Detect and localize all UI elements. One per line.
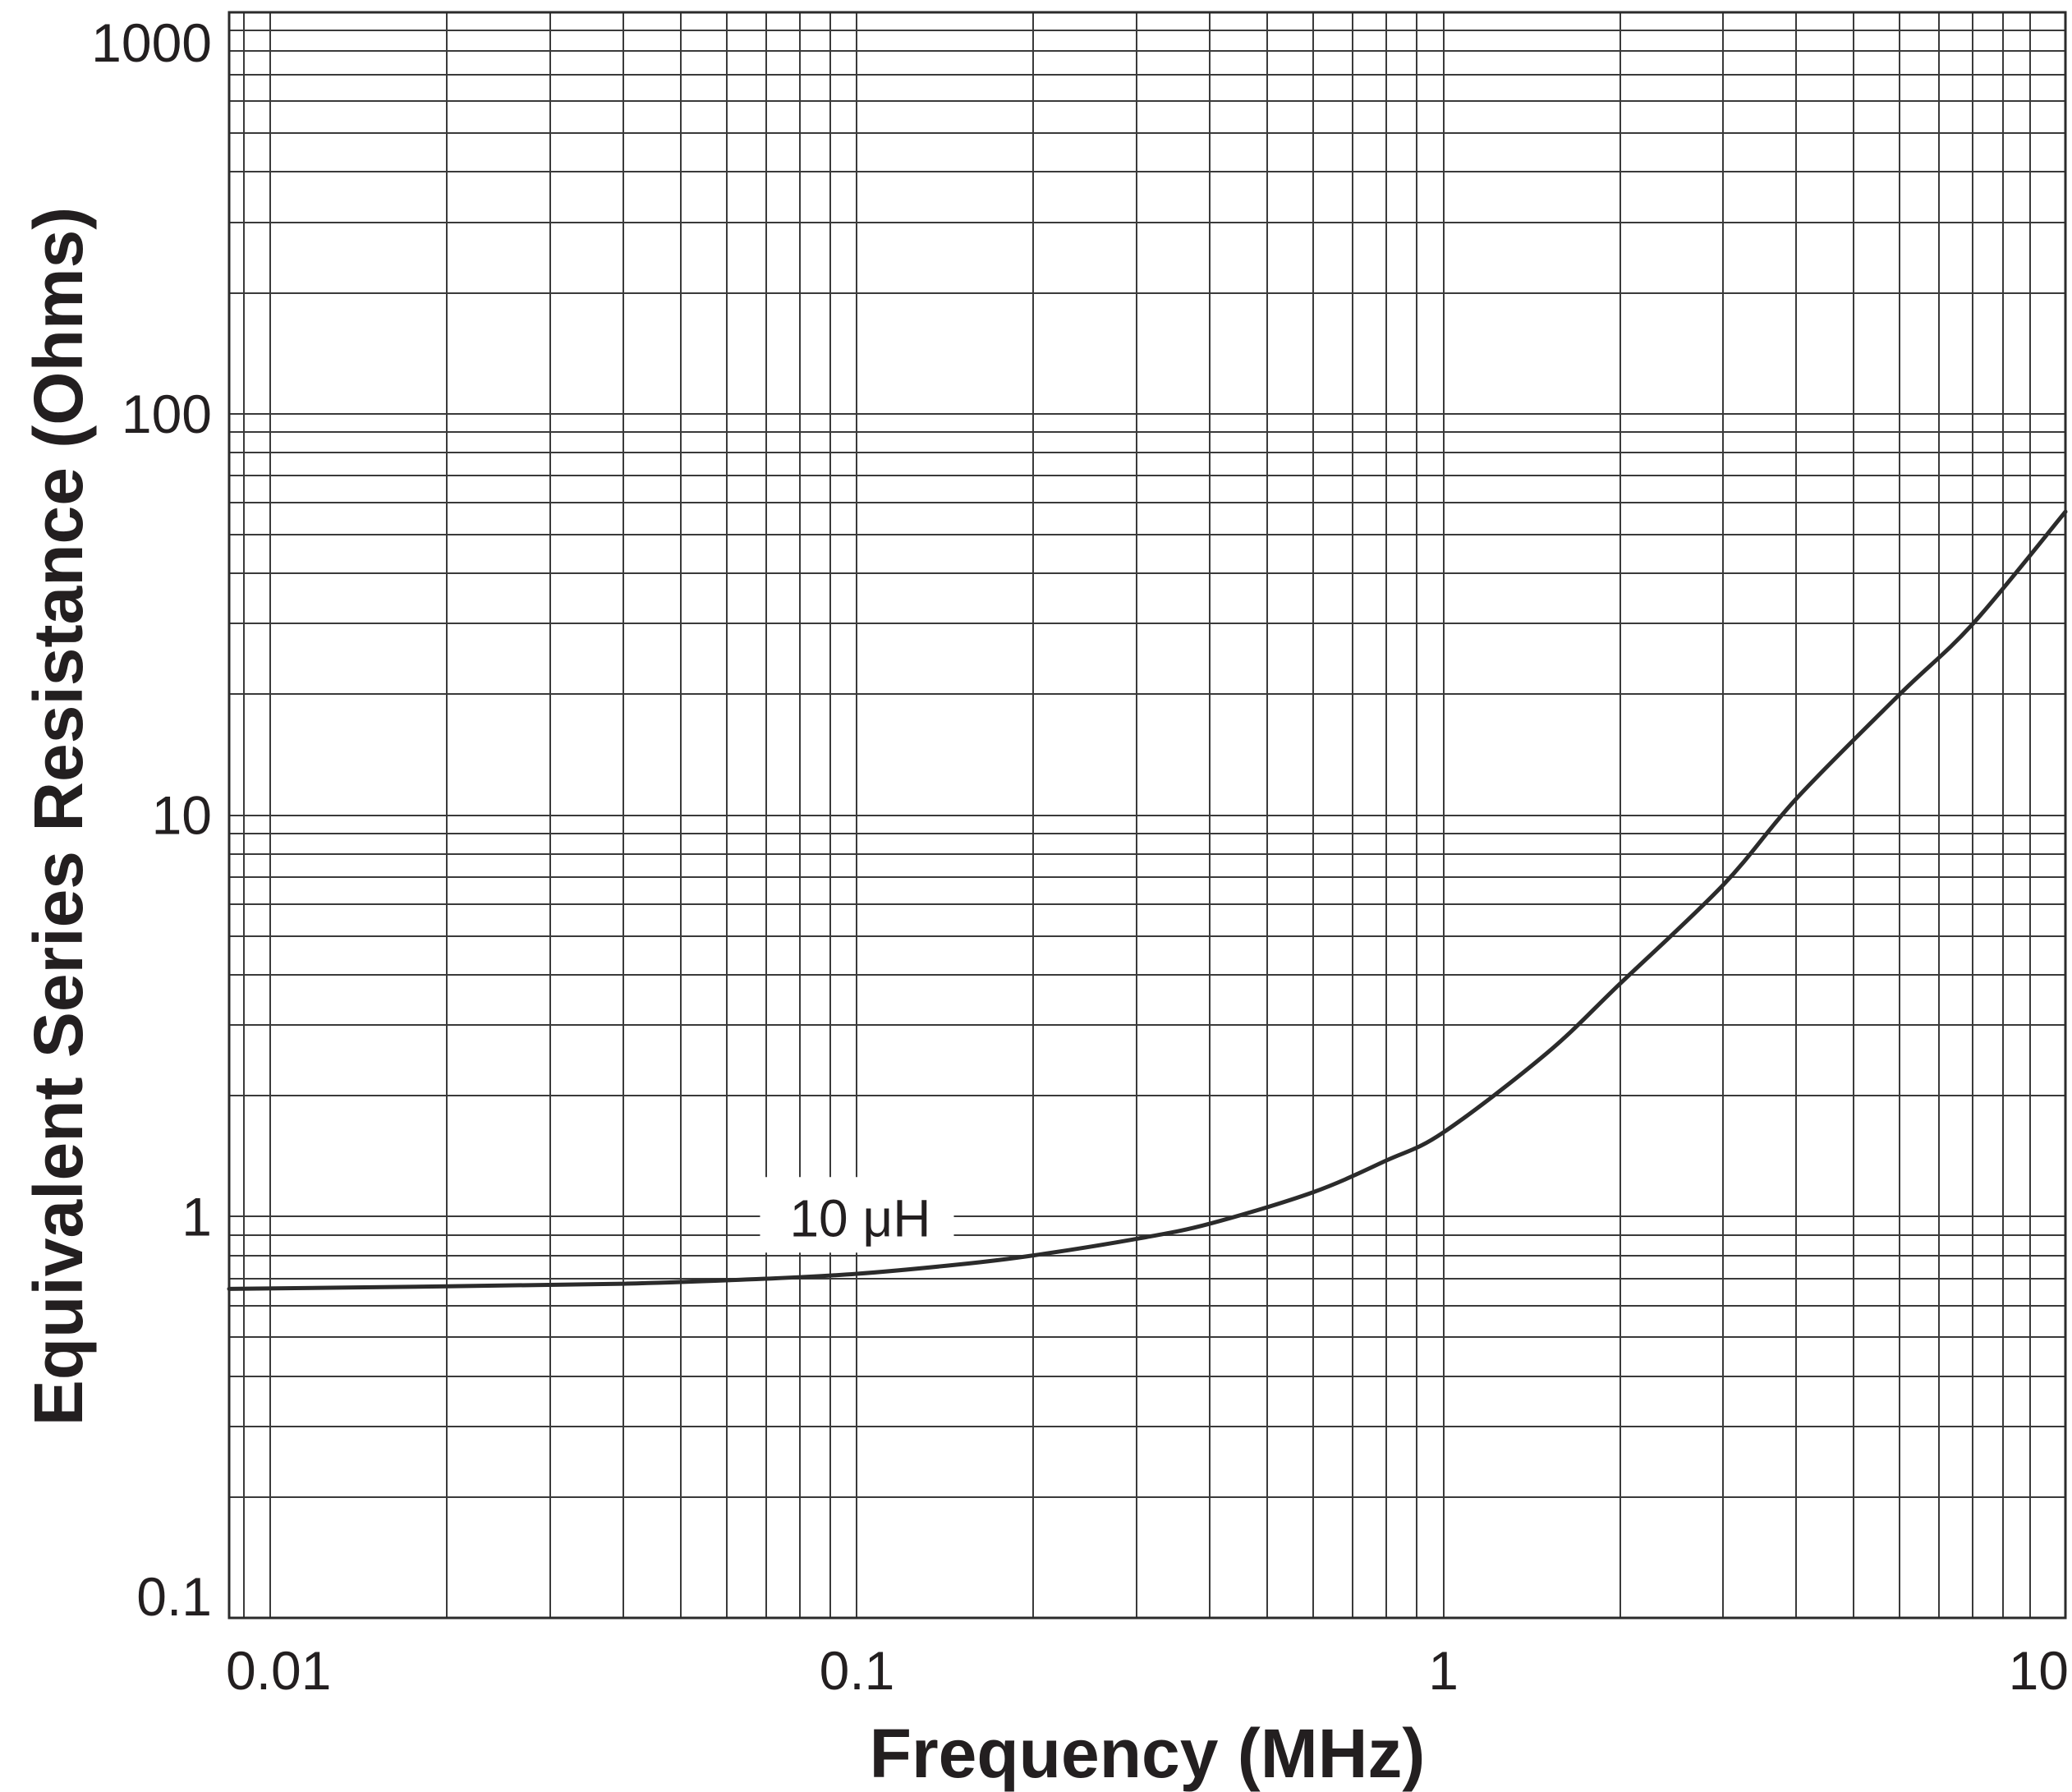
y-tick-labels: 0.1 1 10 100 1000 (91, 12, 212, 1627)
y-axis-title: Equivalent Series Resistance (Ohms) (20, 207, 97, 1427)
y-tick-label: 0.1 (136, 1566, 212, 1627)
x-tick-label: 1 (1428, 1640, 1459, 1701)
plot-frame (227, 11, 2067, 1620)
annotation-background (760, 1177, 954, 1253)
x-tick-labels: 0.01 0.1 1 10 (226, 1640, 2069, 1701)
grid (229, 11, 2065, 1619)
annotation-label: 10 μH (789, 1188, 930, 1248)
x-axis-title: Frequency (MHz) (870, 1715, 1426, 1792)
x-tick-label: 10 (2009, 1640, 2069, 1701)
series-line (227, 509, 2068, 1291)
y-tick-label: 1000 (91, 12, 212, 73)
x-tick-label: 0.1 (820, 1640, 895, 1701)
y-tick-label: 10 (152, 785, 212, 846)
x-tick-label: 0.01 (226, 1640, 331, 1701)
y-tick-label: 100 (122, 384, 212, 444)
y-tick-label: 1 (181, 1186, 212, 1247)
